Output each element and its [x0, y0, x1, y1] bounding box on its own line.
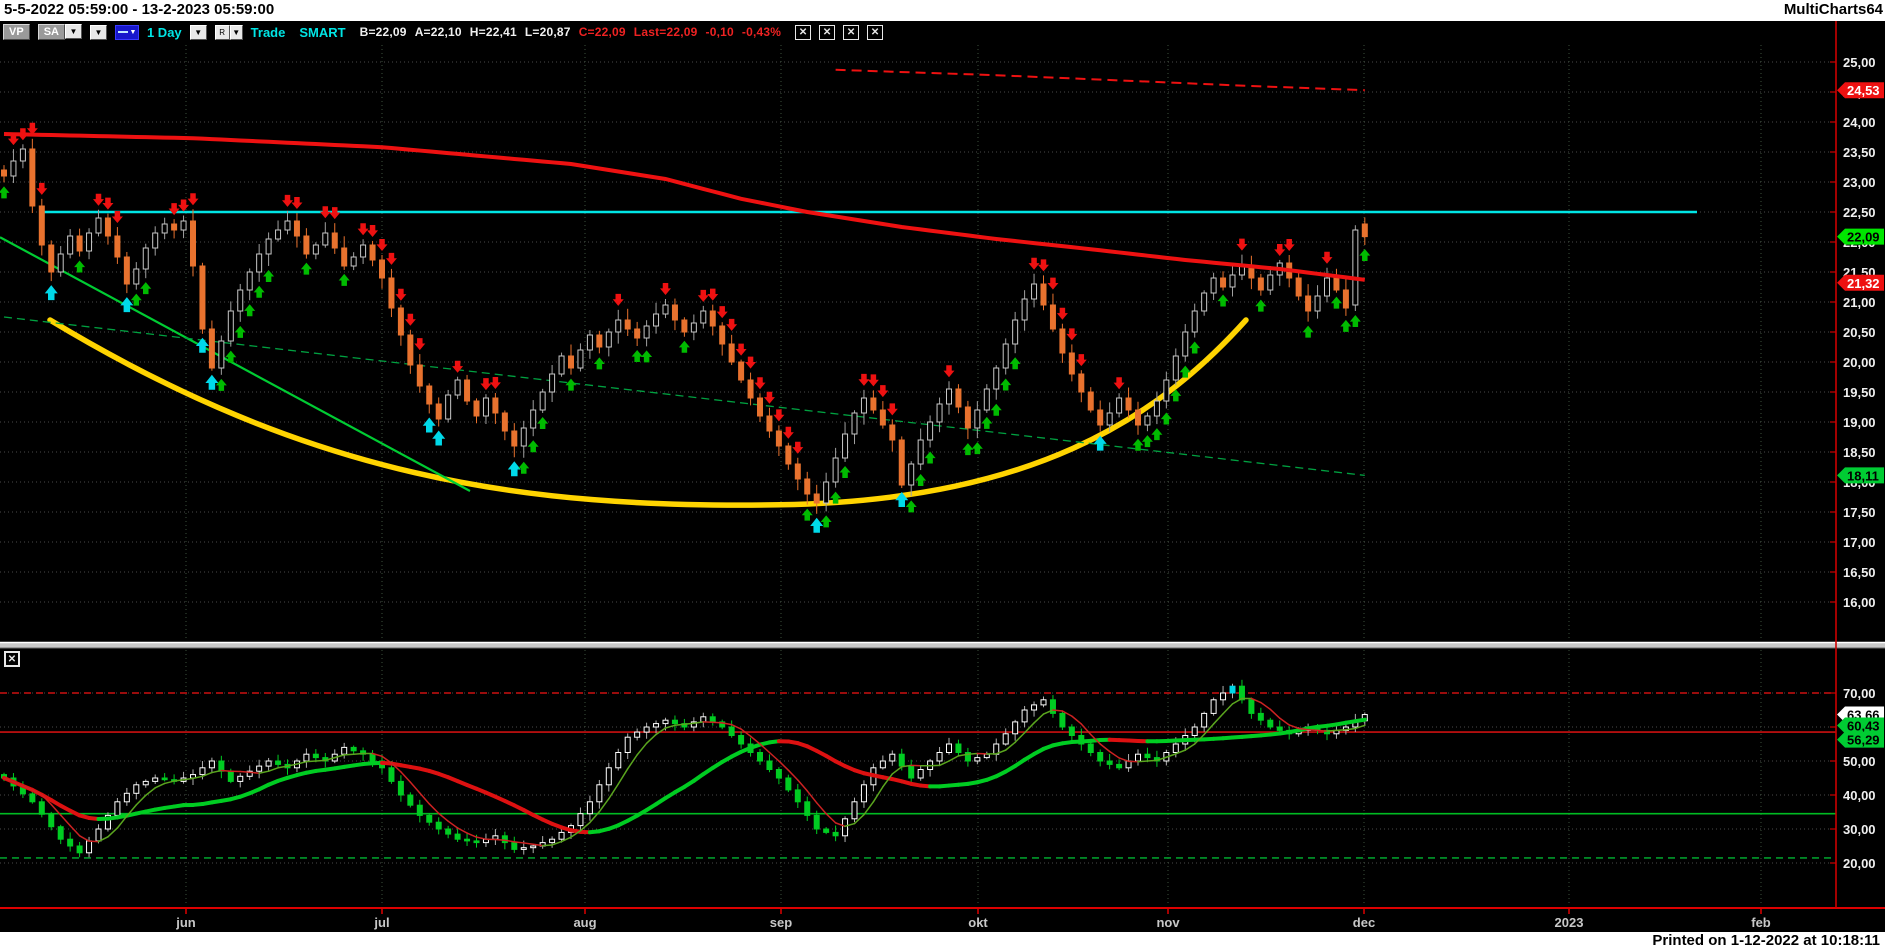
price-tag: 24,53 — [1837, 82, 1884, 99]
month-label: dec — [1353, 915, 1375, 930]
month-label: jun — [175, 915, 196, 930]
route-label[interactable]: SMART — [299, 24, 346, 40]
sa-dropdown-icon[interactable]: ▼ — [64, 24, 82, 39]
app-title: MultiCharts64 — [1783, 1, 1883, 18]
style-dropdown-icon[interactable]: ▼ — [89, 24, 107, 40]
svg-text:60,43: 60,43 — [1847, 719, 1880, 734]
main-moving-averages — [3, 68, 1366, 282]
axis-price-label: 19,50 — [1843, 385, 1876, 400]
interval-label[interactable]: 1 Day — [146, 24, 182, 40]
quote-high: H=22,41 — [469, 25, 517, 39]
quote-low: L=20,87 — [524, 25, 571, 39]
month-label: feb — [1751, 915, 1771, 930]
quote-close: C=22,09 — [578, 25, 626, 39]
sub-indicator-pane[interactable] — [0, 679, 1836, 859]
price-tag: 56,29 — [1837, 731, 1884, 748]
time-axis[interactable]: jun jul aug sep okt nov dec 2023 feb — [0, 907, 1885, 930]
month-label: nov — [1156, 915, 1180, 930]
price-axis[interactable]: 25,0024,5024,0023,5023,0022,5022,0021,50… — [1830, 21, 1876, 908]
axis-price-label: 20,50 — [1843, 325, 1876, 340]
month-label: sep — [770, 915, 792, 930]
toolbar-close-buttons: ✕ ✕ ✕ ✕ — [795, 24, 884, 40]
close-window-button[interactable]: ✕ — [867, 24, 884, 40]
axis-price-label: 24,00 — [1843, 115, 1876, 130]
axis-price-label: 17,00 — [1843, 535, 1876, 550]
axis-price-label: 50,00 — [1843, 754, 1876, 769]
axis-price-label: 20,00 — [1843, 856, 1876, 871]
quote-last: Last=22,09 — [633, 25, 698, 39]
price-tag: 21,32 — [1837, 274, 1884, 291]
sa-button[interactable]: SA — [37, 24, 65, 40]
price-tag: 22,09 — [1837, 228, 1884, 245]
axis-price-label: 19,00 — [1843, 415, 1876, 430]
month-label: 2023 — [1555, 915, 1584, 930]
subchart-close-button[interactable]: ✕ — [4, 651, 20, 667]
axis-price-label: 17,50 — [1843, 505, 1876, 520]
close-window-button[interactable]: ✕ — [819, 24, 836, 40]
chart-area[interactable]: junjulaugsepoktnovdec2023feb25,0024,5024… — [0, 21, 1885, 932]
svg-text:56,29: 56,29 — [1847, 733, 1880, 748]
svg-text:18,11: 18,11 — [1847, 468, 1879, 483]
price-line-style-button[interactable]: ▼ — [114, 24, 139, 40]
chart-canvas[interactable]: junjulaugsepoktnovdec2023feb25,0024,5024… — [0, 21, 1885, 932]
resolution-button[interactable]: R — [214, 24, 230, 40]
axis-price-label: 20,00 — [1843, 355, 1876, 370]
axis-price-label: 21,00 — [1843, 295, 1876, 310]
quote-change-pct: -0,43% — [741, 25, 782, 39]
axis-price-label: 23,50 — [1843, 145, 1876, 160]
axis-price-label: 30,00 — [1843, 822, 1876, 837]
vp-button[interactable]: VP — [3, 24, 30, 40]
chart-toolbar: VP SA ▼ ▼ ▼ 1 Day ▼ R ▼ Trade SMART B=22… — [3, 23, 884, 41]
month-label: jul — [373, 915, 389, 930]
trade-label[interactable]: Trade — [250, 24, 286, 40]
close-window-button[interactable]: ✕ — [843, 24, 860, 40]
pane-separator[interactable] — [0, 641, 1885, 649]
signal-arrows — [0, 122, 1371, 533]
resolution-dropdown-icon[interactable]: ▼ — [229, 24, 243, 40]
line-style-icon — [117, 31, 128, 33]
axis-price-label: 23,00 — [1843, 175, 1876, 190]
month-label: aug — [573, 915, 596, 930]
quote-ask: A=22,10 — [414, 25, 462, 39]
axis-price-label: 16,00 — [1843, 595, 1876, 610]
svg-text:22,09: 22,09 — [1847, 230, 1880, 245]
svg-text:21,32: 21,32 — [1847, 276, 1880, 291]
price-tag: 18,11 — [1837, 467, 1884, 484]
main-candles[interactable] — [1, 138, 1368, 514]
axis-price-label: 22,50 — [1843, 205, 1876, 220]
line-style-dropdown-icon: ▼ — [129, 28, 137, 36]
axis-price-label: 18,50 — [1843, 445, 1876, 460]
axis-price-label: 40,00 — [1843, 788, 1876, 803]
price-tag: 60,43 — [1837, 717, 1884, 734]
axis-price-label: 25,00 — [1843, 55, 1876, 70]
month-label: okt — [968, 915, 988, 930]
main-overlays — [0, 210, 1697, 508]
axis-price-label: 70,00 — [1843, 686, 1876, 701]
status-bar: Printed on 1-12-2022 at 10:18:11 — [0, 932, 1885, 950]
quote-change: -0,10 — [705, 25, 734, 39]
quote-bid: B=22,09 — [359, 25, 407, 39]
axis-price-label: 16,50 — [1843, 565, 1876, 580]
chart-date-range: 5-5-2022 05:59:00 - 13-2-2023 05:59:00 — [4, 1, 275, 18]
title-bar: 5-5-2022 05:59:00 - 13-2-2023 05:59:00 M… — [0, 0, 1885, 21]
svg-text:24,53: 24,53 — [1847, 83, 1880, 98]
close-window-button[interactable]: ✕ — [795, 24, 812, 40]
printed-timestamp: Printed on 1-12-2022 at 10:18:11 — [1652, 932, 1880, 949]
interval-dropdown-icon[interactable]: ▼ — [189, 24, 207, 40]
